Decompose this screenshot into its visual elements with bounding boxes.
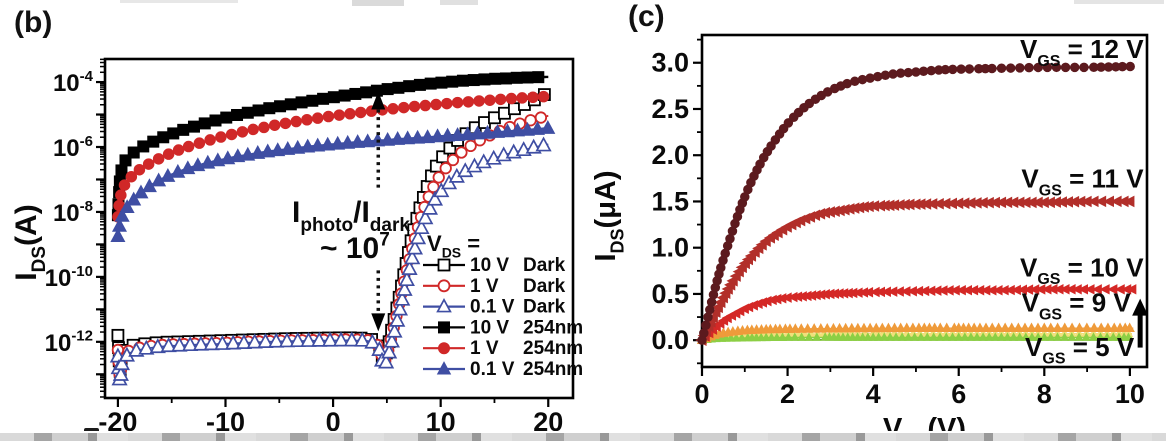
svg-text:VGS = 12 V: VGS = 12 V — [1020, 34, 1144, 70]
svg-text:6: 6 — [951, 379, 966, 409]
svg-text:8: 8 — [1037, 379, 1052, 409]
output-characteristics-chart: 02468100.00.51.01.52.02.53.0VDS(V)IDS(μA… — [590, 33, 1149, 441]
svg-text:0: 0 — [326, 407, 341, 437]
svg-text:VGS = 5 V: VGS = 5 V — [1025, 332, 1135, 368]
series-vgs-12-v — [697, 61, 1135, 345]
photo-dark-ratio-annotation: Iphoto/Idark~ 107 — [292, 91, 410, 332]
svg-text:0.1 V: 0.1 V — [470, 359, 515, 380]
svg-text:0: 0 — [694, 379, 709, 409]
svg-text:0.0: 0.0 — [651, 325, 689, 355]
svg-text:254nm: 254nm — [523, 317, 583, 338]
svg-text:254nm: 254nm — [523, 338, 583, 359]
svg-text:VGS = 11 V: VGS = 11 V — [1021, 164, 1144, 200]
cropped-top-sliver — [1074, 0, 1164, 4]
svg-text:IDS(A): IDS(A) — [10, 204, 50, 280]
svg-text:1.0: 1.0 — [651, 233, 689, 263]
svg-text:10 V: 10 V — [470, 317, 509, 338]
svg-text:2.5: 2.5 — [651, 94, 689, 124]
svg-text:0.5: 0.5 — [651, 279, 689, 309]
axes-c: 0 2 4 6 8 10 0.0 0.5 1.0 1.5 2.0 2.5 3.0 — [651, 38, 1145, 409]
series-10-v-254nm — [111, 71, 549, 222]
svg-text:0.1 V: 0.1 V — [470, 297, 515, 318]
svg-text:1 V: 1 V — [470, 338, 499, 359]
svg-text:10-12: 10-12 — [45, 328, 93, 357]
svg-text:VDS =: VDS = — [427, 231, 480, 261]
svg-text:10-8: 10-8 — [53, 198, 93, 227]
svg-text:IDS(μA): IDS(μA) — [590, 170, 628, 261]
panel-c-label: (c) — [628, 0, 665, 33]
svg-text:1 V: 1 V — [470, 276, 499, 297]
series-0-1-v-254nm — [110, 120, 556, 242]
series-vgs-9-v — [696, 322, 1135, 345]
svg-text:2.0: 2.0 — [651, 140, 689, 170]
svg-text:~ 107: ~ 107 — [320, 229, 390, 265]
svg-text:3.0: 3.0 — [651, 48, 689, 78]
vgs-increase-arrow — [1132, 298, 1149, 348]
svg-text:254nm: 254nm — [523, 359, 583, 380]
svg-text:10-6: 10-6 — [53, 133, 93, 162]
svg-text:2: 2 — [780, 379, 795, 409]
svg-text:4: 4 — [866, 379, 881, 409]
cropped-top-sliver — [440, 0, 478, 5]
svg-text:Dark: Dark — [523, 255, 566, 276]
svg-text:10 V: 10 V — [470, 255, 509, 276]
series-0-1-v-dark — [109, 136, 552, 386]
cropped-next-row-strip — [0, 431, 1166, 441]
svg-text:Dark: Dark — [523, 297, 566, 318]
series-vgs-5-v — [697, 332, 1134, 344]
svg-text:1.5: 1.5 — [651, 186, 689, 216]
svg-text:Iphoto/Idark: Iphoto/Idark — [292, 196, 410, 236]
svg-text:10: 10 — [1115, 379, 1145, 409]
cropped-top-sliver — [352, 0, 404, 6]
series-1-v-254nm — [112, 90, 550, 223]
svg-text:Dark: Dark — [523, 276, 566, 297]
cropped-top-sliver — [120, 0, 238, 3]
svg-text:10-4: 10-4 — [53, 68, 94, 97]
svg-text:VGS = 9 V: VGS = 9 V — [1022, 288, 1132, 324]
svg-text:VGS = 10 V: VGS = 10 V — [1020, 252, 1144, 288]
svg-text:10-10: 10-10 — [45, 263, 93, 292]
panel-b-label: (b) — [14, 6, 53, 39]
